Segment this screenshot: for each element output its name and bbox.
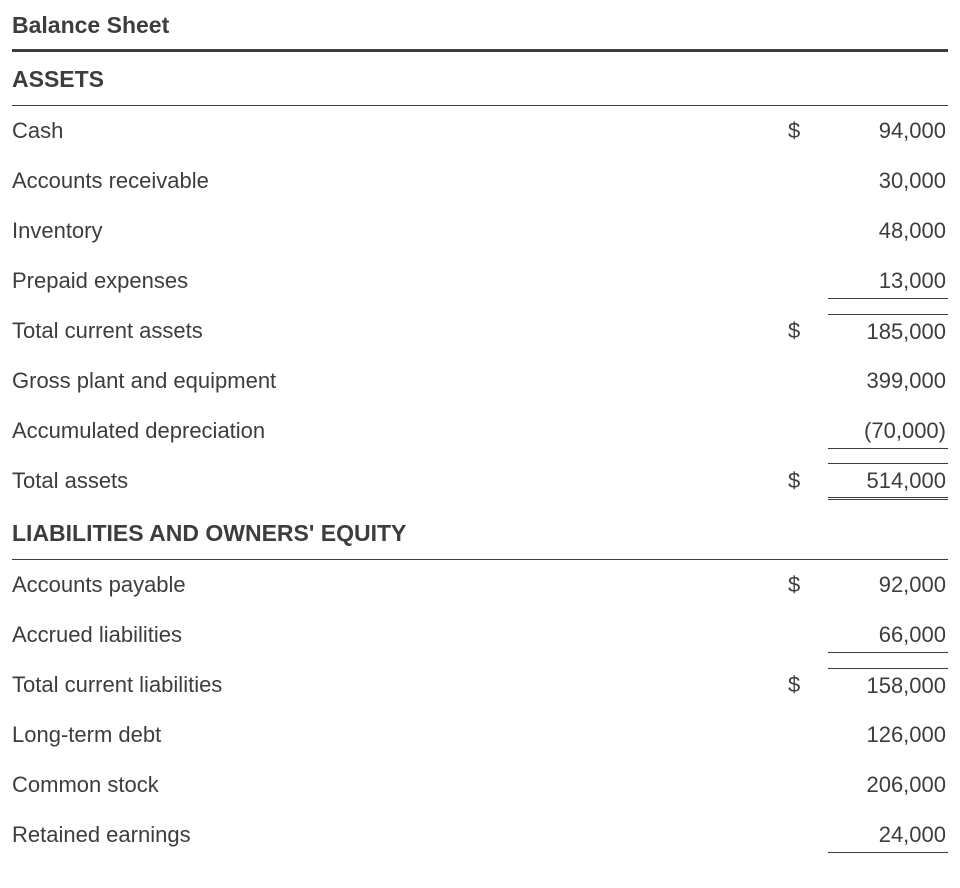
value-cell: 399,000 [828,364,948,398]
currency-symbol: $ [788,118,828,144]
table-row: Gross plant and equipment 399,000 [12,356,948,406]
row-label: Cash [12,118,788,144]
currency-symbol: $ [788,468,828,494]
row-label: Prepaid expenses [12,268,788,294]
table-row: Total current liabilities$158,000 [12,660,948,710]
row-label: Common stock [12,772,788,798]
row-label: Accumulated depreciation [12,418,788,444]
table-row: Accounts payable$92,000 [12,560,948,610]
table-row: Total assets$514,000 [12,456,948,506]
table-row: Inventory 48,000 [12,206,948,256]
row-label: Total current assets [12,318,788,344]
row-value: 66,000 [828,618,948,653]
value-cell: 66,000 [828,618,948,653]
row-value: 158,000 [828,668,948,703]
row-value: 126,000 [828,718,948,752]
row-label: Accounts payable [12,572,788,598]
liabilities-rows: Accounts payable$92,000Accrued liabiliti… [12,560,948,860]
liabilities-header: LIABILITIES AND OWNERS' EQUITY [12,506,948,559]
row-value: 24,000 [828,818,948,853]
value-cell: 126,000 [828,718,948,752]
row-value: 48,000 [828,214,948,248]
sheet-title: Balance Sheet [12,8,948,49]
row-value: 92,000 [828,568,948,602]
value-cell: 24,000 [828,818,948,853]
table-row: Long-term debt 126,000 [12,710,948,760]
table-row: Retained earnings 24,000 [12,810,948,860]
row-label: Accrued liabilities [12,622,788,648]
currency-symbol: $ [788,318,828,344]
row-label: Accounts receivable [12,168,788,194]
row-value: 13,000 [828,264,948,299]
row-label: Long-term debt [12,722,788,748]
row-value: 30,000 [828,164,948,198]
row-label: Inventory [12,218,788,244]
value-cell: 185,000 [828,314,948,349]
row-label: Retained earnings [12,822,788,848]
table-row: Cash$94,000 [12,106,948,156]
balance-sheet: Balance Sheet ASSETS Cash$94,000Accounts… [0,0,960,872]
row-value: 514,000 [828,463,948,500]
value-cell: 92,000 [828,568,948,602]
assets-header: ASSETS [12,52,948,105]
row-value: 94,000 [828,114,948,148]
row-value: 399,000 [828,364,948,398]
value-cell: 514,000 [828,463,948,500]
table-row: Common stock 206,000 [12,760,948,810]
row-value: (70,000) [828,414,948,449]
table-row: Total current assets$185,000 [12,306,948,356]
row-label: Total current liabilities [12,672,788,698]
value-cell: 158,000 [828,668,948,703]
value-cell: (70,000) [828,414,948,449]
currency-symbol: $ [788,672,828,698]
value-cell: 13,000 [828,264,948,299]
value-cell: 48,000 [828,214,948,248]
value-cell: 206,000 [828,768,948,802]
row-label: Total assets [12,468,788,494]
table-row: Accounts receivable 30,000 [12,156,948,206]
row-label: Gross plant and equipment [12,368,788,394]
value-cell: 30,000 [828,164,948,198]
table-row: Accrued liabilities 66,000 [12,610,948,660]
assets-rows: Cash$94,000Accounts receivable30,000Inve… [12,106,948,506]
currency-symbol: $ [788,572,828,598]
row-value: 185,000 [828,314,948,349]
table-row: Prepaid expenses 13,000 [12,256,948,306]
row-value: 206,000 [828,768,948,802]
value-cell: 94,000 [828,114,948,148]
table-row: Accumulated depreciation (70,000) [12,406,948,456]
